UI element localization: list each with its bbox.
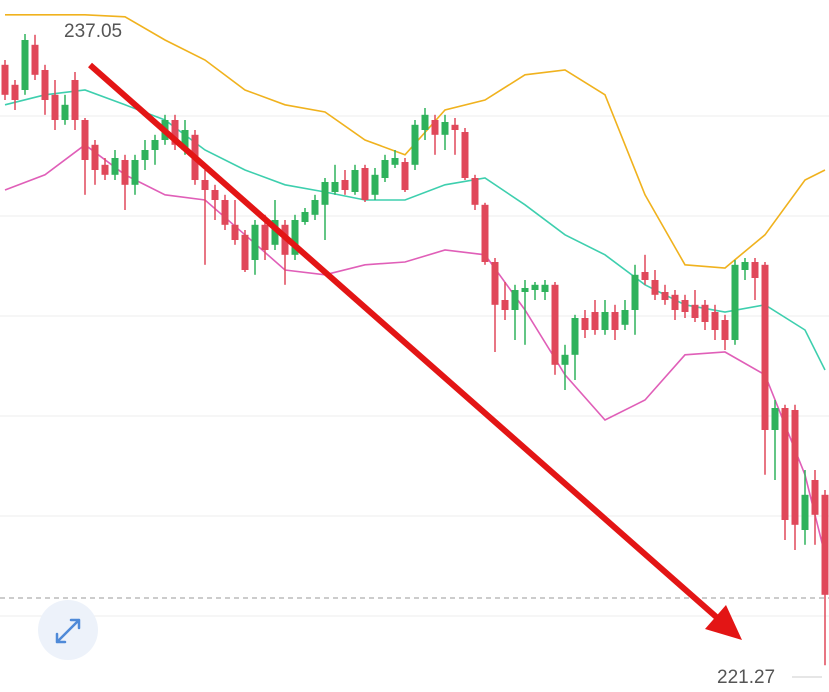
trend-arrow — [88, 62, 742, 640]
candle-body — [451, 124, 459, 130]
candle-body — [751, 262, 759, 278]
candle-body — [511, 290, 519, 310]
candle-body — [491, 262, 499, 305]
candle-body — [271, 220, 279, 245]
candle-body — [541, 284, 549, 292]
candle-body — [661, 292, 669, 300]
candle-body — [81, 120, 89, 160]
candle-body — [131, 160, 139, 185]
candle-body — [741, 262, 749, 270]
candle-body — [371, 174, 379, 195]
candle-body — [51, 94, 59, 120]
candle-body — [211, 190, 219, 200]
candle-body — [91, 144, 99, 170]
candle-body — [431, 120, 439, 135]
candle-body — [151, 140, 159, 150]
candle-body — [231, 224, 239, 240]
candle-body — [571, 318, 579, 355]
candle-body — [321, 182, 329, 205]
candle-body — [111, 158, 119, 175]
candle-body — [301, 212, 309, 222]
expand-icon[interactable] — [55, 618, 81, 644]
candle-body — [441, 122, 449, 135]
candle-body — [821, 494, 829, 595]
candle-body — [1, 64, 9, 95]
candle-body — [181, 130, 189, 150]
candle-body — [791, 410, 799, 525]
candle-body — [221, 200, 229, 225]
candle-body — [781, 408, 789, 520]
candle-body — [141, 150, 149, 160]
candle-body — [811, 480, 819, 515]
candle-body — [101, 164, 109, 175]
candle-body — [341, 180, 349, 190]
candles — [1, 34, 829, 666]
candle-body — [601, 312, 609, 330]
candle-body — [311, 200, 319, 215]
candle-body — [561, 354, 569, 365]
candle-body — [201, 180, 209, 190]
candle-body — [251, 224, 259, 260]
candle-body — [411, 124, 419, 165]
candle-body — [241, 234, 249, 270]
candle-body — [801, 494, 809, 530]
candle-body — [771, 408, 779, 430]
candle-body — [681, 300, 689, 312]
arrow-head — [705, 605, 742, 640]
candle-body — [591, 312, 599, 330]
candle-body — [611, 312, 619, 330]
candle-body — [421, 114, 429, 130]
candle-body — [401, 162, 409, 190]
candle-body — [171, 120, 179, 145]
candle-body — [471, 178, 479, 205]
candle-body — [291, 220, 299, 255]
arrow-line — [88, 62, 724, 625]
candle-body — [461, 132, 469, 178]
candle-body — [631, 274, 639, 310]
candle-body — [671, 294, 679, 310]
candle-body — [551, 284, 559, 365]
candle-body — [261, 224, 269, 250]
candle-body — [121, 160, 129, 185]
candle-body — [621, 310, 629, 325]
band-line — [4, 143, 826, 555]
candle-body — [761, 264, 769, 430]
candle-body — [691, 304, 699, 318]
candle-body — [651, 280, 659, 295]
grid — [0, 115, 829, 617]
candle-body — [351, 170, 359, 192]
candle-body — [31, 44, 39, 75]
candle-body — [331, 182, 339, 192]
candle-body — [641, 272, 649, 280]
candle-body — [721, 320, 729, 340]
low-label: 221.27 — [717, 667, 775, 688]
candle-body — [61, 104, 69, 120]
candle-body — [531, 284, 539, 290]
candle-body — [381, 160, 389, 178]
candle-body — [521, 288, 529, 292]
candle-body — [501, 300, 509, 310]
candle-body — [391, 158, 399, 165]
candle-body — [11, 84, 19, 100]
candle-body — [41, 70, 49, 100]
high-label: 237.05 — [64, 21, 122, 42]
candle-body — [731, 264, 739, 340]
candle-body — [71, 80, 79, 120]
candle-body — [701, 304, 709, 322]
candle-body — [21, 40, 29, 90]
candle-body — [711, 312, 719, 330]
candle-body — [361, 168, 369, 200]
candle-body — [481, 204, 489, 262]
candle-body — [581, 318, 589, 330]
expand-button[interactable] — [38, 600, 98, 660]
